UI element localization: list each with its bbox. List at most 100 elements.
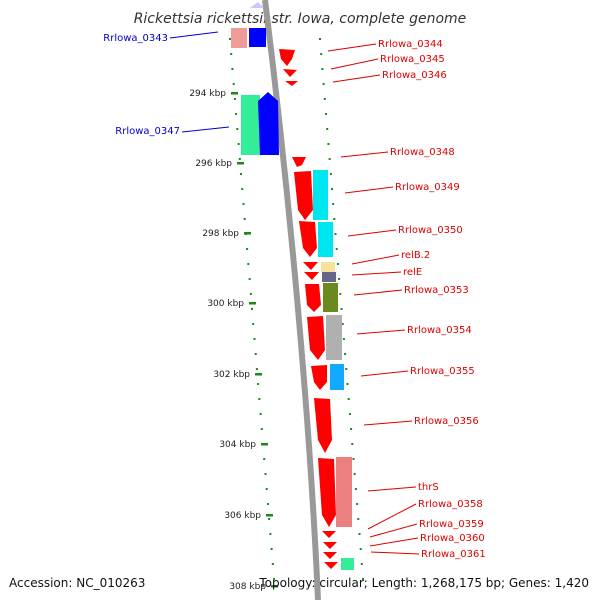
feature-rrlowa-0355-r[interactable] (311, 365, 327, 390)
guide-dot-left (273, 578, 275, 580)
guide-dot-right (323, 98, 326, 100)
feature-rrlowa-0343-a[interactable] (231, 28, 247, 48)
feature-rrlowa-0354-r[interactable] (307, 316, 325, 360)
feature-rrlowa-0361-r[interactable] (324, 562, 338, 569)
feature-rele[interactable] (322, 272, 336, 282)
guide-dot-right (351, 443, 354, 445)
guide-dot-right (345, 368, 348, 370)
guide-dot-right (333, 218, 336, 220)
gene-label-rrlowa-0358[interactable]: Rrlowa_0358 (418, 499, 483, 510)
tick-mark (261, 443, 268, 446)
callout-line-rrlowa-0348 (340, 151, 389, 158)
tick-mark (237, 162, 244, 165)
guide-dot-left (238, 158, 241, 160)
gene-label-thrs[interactable]: thrS (418, 482, 439, 493)
gene-label-rrlowa-0360[interactable]: Rrlowa_0360 (420, 533, 485, 544)
feature-rrlowa-0360[interactable] (323, 552, 337, 559)
guide-dot-left (246, 248, 249, 250)
gene-label-rrlowa-0347[interactable]: Rrlowa_0347 (115, 126, 180, 137)
guide-dot-right (352, 458, 355, 460)
guide-dot-left (252, 323, 255, 325)
guide-dot-right (331, 188, 333, 190)
feature-rrlowa-0354[interactable] (326, 315, 342, 360)
gene-label-rrlowa-0356[interactable]: Rrlowa_0356 (414, 416, 479, 427)
gene-label-rrlowa-0353[interactable]: Rrlowa_0353 (404, 285, 469, 296)
feature-top-fragment (250, 2, 264, 8)
genome-backbone (262, 0, 321, 600)
feature-rrlowa-0347[interactable] (258, 92, 279, 155)
callout-line-rrlowa-0353 (353, 289, 403, 296)
guide-dot-left (266, 503, 269, 505)
feature-relb2-r[interactable] (303, 262, 318, 270)
gene-label-rrlowa-0349[interactable]: Rrlowa_0349 (395, 182, 460, 193)
accession-label: Accession: NC_010263 (9, 576, 145, 590)
guide-dot-left (268, 518, 271, 520)
guide-dot-right (342, 338, 345, 340)
gene-label-rrlowa-0355[interactable]: Rrlowa_0355 (410, 366, 475, 377)
gene-label-rrlowa-0344[interactable]: Rrlowa_0344 (378, 39, 443, 50)
callout-line-rrlowa-0358 (367, 503, 417, 530)
feature-rele-r[interactable] (304, 272, 319, 280)
tick-mark (271, 585, 278, 588)
guide-dot-left (258, 398, 261, 400)
gene-label-relb-2[interactable]: relB.2 (401, 250, 430, 261)
guide-dot-right (320, 53, 323, 55)
guide-dot-left (263, 458, 266, 460)
feature-rrlowa-0355[interactable] (330, 364, 344, 390)
gene-label-rrlowa-0348[interactable]: Rrlowa_0348 (390, 147, 455, 158)
guide-dot-left (243, 218, 246, 220)
feature-thrs-r[interactable] (318, 458, 336, 527)
guide-dot-right (344, 353, 347, 355)
guide-dot-right (329, 173, 332, 175)
tick-mark (255, 373, 262, 376)
tick-label: 304 kbp (219, 440, 256, 450)
gene-label-rrlowa-0343[interactable]: Rrlowa_0343 (103, 33, 168, 44)
feature-rrlowa-0348[interactable] (292, 157, 306, 167)
callout-line-rrlowa-0355 (360, 370, 409, 377)
guide-dot-right (334, 233, 337, 235)
feature-rrlowa-0349-r[interactable] (294, 171, 313, 220)
feature-rrlowa-0345[interactable] (283, 69, 297, 77)
callout-line-rrlowa-0361 (370, 551, 420, 555)
gene-labels: Rrlowa_0343 Rrlowa_0344 Rrlowa_0345 Rrlowa_… (103, 31, 486, 560)
callout-line-rrlowa-0347 (181, 126, 230, 133)
feature-rrlowa-0343[interactable] (249, 28, 266, 47)
gene-label-rrlowa-0345[interactable]: Rrlowa_0345 (380, 54, 445, 65)
gene-label-rrlowa-0354[interactable]: Rrlowa_0354 (407, 325, 472, 336)
guide-dot-right (340, 308, 343, 310)
feature-rrlowa-0350[interactable] (318, 222, 333, 257)
feature-rrlowa-0359[interactable] (323, 542, 337, 549)
feature-relb2[interactable] (321, 262, 335, 272)
guide-dot-right (335, 248, 338, 250)
guide-dot-left (235, 113, 238, 115)
guide-dot-right (348, 413, 351, 415)
gene-label-rrlowa-0361[interactable]: Rrlowa_0361 (421, 549, 486, 560)
feature-rrlowa-0356[interactable] (314, 398, 332, 453)
callout-line-thrs (367, 486, 417, 492)
guide-dot-right (339, 293, 342, 295)
guide-dot-right (328, 158, 331, 160)
feature-rrlowa-0350-r[interactable] (299, 221, 317, 257)
feature-rrlowa-0344[interactable] (279, 49, 295, 66)
feature-rrlowa-0349[interactable] (313, 170, 328, 220)
feature-thrs[interactable] (336, 457, 352, 527)
guide-dot-left (269, 533, 272, 535)
gene-label-rrlowa-0350[interactable]: Rrlowa_0350 (398, 225, 463, 236)
gene-label-rrlowa-0359[interactable]: Rrlowa_0359 (419, 519, 484, 530)
callout-line-rrlowa-0344 (327, 43, 377, 52)
feature-rrlowa-0353-r[interactable] (305, 284, 321, 312)
feature-green-block[interactable] (241, 95, 260, 155)
guide-dot-right (358, 533, 361, 535)
feature-rrlowa-0361[interactable] (341, 558, 354, 570)
feature-rrlowa-0353[interactable] (323, 283, 338, 312)
tick-mark (249, 302, 256, 305)
guide-dot-right (325, 113, 327, 115)
guide-dot-left (241, 188, 244, 190)
feature-rrlowa-0346[interactable] (285, 81, 298, 86)
feature-rrlowa-0358[interactable] (322, 531, 336, 538)
guide-dot-right (346, 383, 349, 385)
gene-label-rele[interactable]: relE (403, 267, 422, 278)
gene-label-rrlowa-0346[interactable]: Rrlowa_0346 (382, 70, 447, 81)
tick-label: 296 kbp (195, 159, 232, 169)
